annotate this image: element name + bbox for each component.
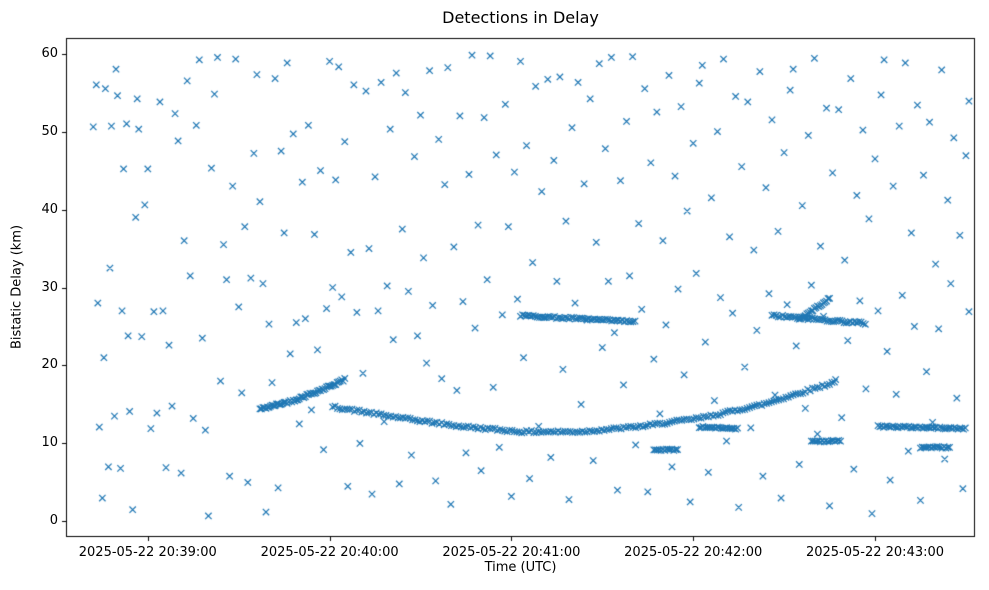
x-tick-label: 2025-05-22 20:41:00: [442, 545, 581, 560]
y-tick-label: 30: [41, 279, 58, 295]
y-tick-label: 20: [41, 357, 58, 373]
x-tick-label: 2025-05-22 20:39:00: [78, 545, 217, 560]
y-tick-label: 60: [41, 45, 58, 61]
y-tick-label: 40: [41, 201, 58, 217]
y-tick-label: 0: [49, 513, 58, 529]
y-tick-label: 10: [41, 435, 58, 451]
x-tick-label: 2025-05-22 20:42:00: [624, 545, 763, 560]
chart-title: Detections in Delay: [442, 8, 599, 27]
x-axis-label: Time (UTC): [484, 560, 557, 575]
x-tick-label: 2025-05-22 20:43:00: [805, 545, 945, 560]
y-tick-label: 50: [41, 123, 58, 139]
x-tick-label: 2025-05-22 20:40:00: [260, 545, 399, 560]
